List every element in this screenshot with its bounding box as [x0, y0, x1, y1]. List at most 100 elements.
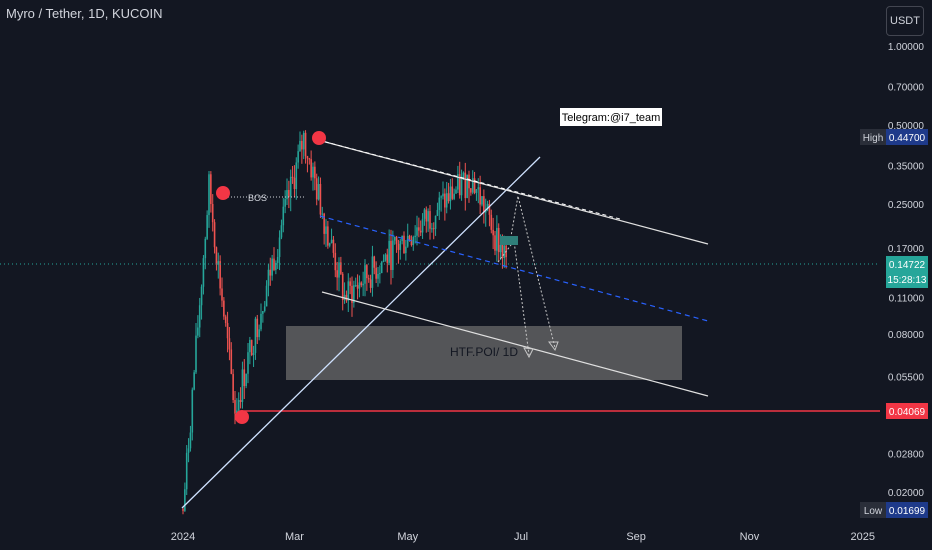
candle-body [262, 310, 264, 314]
candle-body [481, 196, 483, 205]
high-label-box [860, 129, 886, 145]
candle-body [492, 229, 494, 236]
candle-body [369, 279, 372, 288]
candle-body [483, 196, 485, 213]
candle-body [457, 174, 459, 190]
channel-lower-line [321, 291, 709, 397]
candle-body [432, 228, 435, 230]
countdown: 15:28:13 [888, 275, 927, 286]
candle-body [260, 313, 262, 330]
candle-body [319, 183, 322, 215]
chart-title: Myro / Tether, 1D, KUCOIN [6, 6, 163, 21]
candle-body [234, 400, 236, 414]
candle-body [250, 340, 253, 356]
candle-body [479, 187, 481, 205]
y-tick-label: 0.50000 [888, 121, 925, 132]
candle-body [219, 261, 221, 289]
candle-body [327, 226, 329, 246]
candle-body [312, 166, 314, 178]
candle-body [249, 340, 251, 353]
candle-body [211, 203, 214, 223]
candle-body [373, 256, 376, 268]
candle-body [406, 235, 409, 247]
candle-body [291, 176, 294, 178]
candle-body [356, 285, 359, 289]
candles [182, 130, 507, 515]
candle-body [269, 269, 272, 276]
candle-body [449, 186, 452, 202]
candle-body [332, 239, 335, 253]
candle-body [405, 246, 407, 254]
x-axis[interactable]: 2024 Mar May Jul Sep Nov 2025 [171, 531, 875, 543]
candle-body [408, 235, 411, 240]
candle-body [336, 270, 338, 278]
candle-body [206, 215, 208, 239]
low-label-box [860, 502, 886, 518]
candle-body [418, 227, 420, 231]
candle-body [477, 187, 480, 190]
candle-body [275, 262, 277, 270]
candle-body [297, 151, 299, 163]
candle-body [349, 281, 351, 286]
candle-body [392, 240, 394, 270]
candle-body [438, 197, 441, 210]
candle-body [187, 448, 190, 453]
candle-body [243, 369, 246, 386]
candle-body [397, 243, 400, 250]
candle-body [185, 452, 188, 490]
currency-button[interactable]: USDT [886, 6, 924, 36]
candle-body [379, 273, 381, 275]
candle-body [490, 214, 493, 230]
y-tick-label: 0.17000 [888, 244, 925, 255]
candle-body [224, 316, 227, 324]
y-tick-label: 0.05500 [888, 373, 925, 384]
telegram-label: Telegram:@i7_team [562, 112, 661, 124]
candle-body [345, 294, 348, 301]
candle-body [306, 156, 309, 159]
x-tick-label: Sep [626, 531, 646, 543]
bos-label: BOS [248, 193, 267, 203]
candle-body [466, 174, 468, 198]
candle-body [366, 265, 368, 279]
projection-arrow-2 [548, 341, 559, 352]
low-value: 0.01699 [889, 506, 926, 517]
y-tick-label: 0.08000 [888, 330, 925, 341]
channel-upper-line [317, 139, 709, 245]
candle-body [440, 196, 442, 198]
y-tick-label: 0.02000 [888, 488, 925, 499]
candle-body [236, 410, 238, 414]
candle-body [215, 247, 218, 265]
candle-body [273, 258, 275, 270]
x-tick-label: Jul [514, 531, 528, 543]
y-axis[interactable]: 1.00000 0.70000 0.50000 0.35000 0.25000 0.170… [888, 42, 925, 499]
y-tick-label: 0.35000 [888, 162, 925, 173]
candle-body [256, 318, 259, 338]
candle-body [410, 239, 413, 246]
high-value-box [886, 129, 928, 145]
x-tick-label: 2024 [171, 531, 195, 543]
candle-body [195, 335, 197, 373]
candle-body [395, 236, 398, 244]
candle-body [276, 256, 279, 263]
x-tick-label: May [397, 531, 418, 543]
candle-body [191, 389, 194, 433]
ascending-trendline [181, 156, 541, 509]
pivot-marker-1 [216, 186, 230, 200]
candle-body [444, 193, 446, 208]
candle-body [416, 227, 418, 236]
candle-body [434, 215, 437, 229]
candle-body [258, 329, 260, 338]
candle-body [486, 203, 489, 209]
candle-body [338, 262, 340, 278]
candle-body [421, 218, 424, 233]
candle-body [367, 278, 370, 280]
candle-body [488, 203, 491, 215]
candle-body [323, 213, 325, 234]
candle-body [455, 189, 457, 194]
y-tick-label: 0.02800 [888, 450, 925, 461]
candle-body [353, 285, 355, 303]
candle-body [364, 265, 366, 284]
position-marker [500, 236, 518, 245]
